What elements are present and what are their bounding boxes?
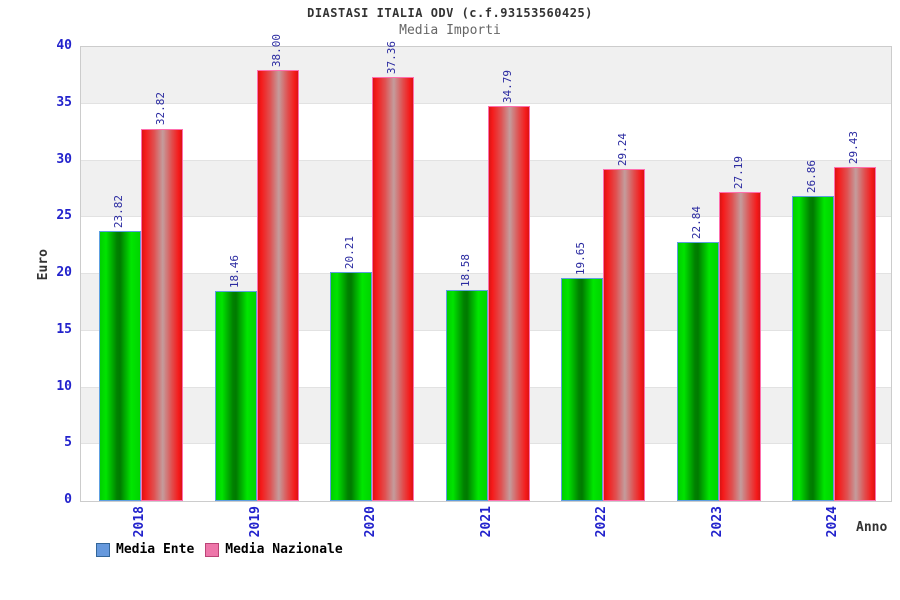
grid-band (81, 160, 891, 218)
bar-value-label: 26.86 (805, 160, 818, 194)
bar-media-ente (561, 277, 603, 501)
bar-media-nazionale (372, 76, 414, 501)
grid-band (81, 217, 891, 274)
legend: Media Ente Media Nazionale (96, 541, 354, 558)
bar-media-ente (214, 291, 257, 501)
y-tick-label: 35 (56, 94, 72, 110)
legend-label: Media Ente (116, 542, 195, 557)
bar-media-nazionale (718, 192, 761, 501)
gridline (81, 159, 891, 161)
bar-media-nazionale (834, 166, 876, 501)
x-tick-label: 2024 (825, 506, 840, 538)
gridline (81, 102, 891, 104)
bar-value-label: 23.82 (112, 194, 125, 228)
gridline (81, 216, 891, 218)
bar-value-label: 18.46 (227, 255, 241, 289)
bar-media-ente (99, 230, 141, 501)
y-tick-label: 10 (56, 378, 72, 394)
bar-media-ente (445, 290, 488, 501)
grid-band (81, 103, 891, 161)
bar-media-nazionale (487, 106, 530, 501)
bar-value-label: 19.65 (574, 241, 587, 275)
legend-item: Media Nazionale (205, 541, 343, 558)
x-tick-label: 2020 (363, 506, 378, 538)
bar-value-label: 20.21 (343, 235, 356, 269)
y-tick-label: 40 (56, 38, 72, 53)
bar-value-label: 37.36 (385, 40, 398, 74)
bar-value-label: 29.43 (847, 130, 860, 164)
chart-title: DIASTASI ITALIA ODV (c.f.93153560425) (307, 6, 593, 20)
bar-value-label: 29.24 (616, 133, 629, 167)
legend-item: Media Ente (96, 541, 194, 558)
y-tick-label: 5 (64, 435, 72, 451)
bar-value-label: 22.84 (689, 205, 703, 239)
bar-media-nazionale (141, 128, 183, 501)
x-tick-label: 2018 (132, 506, 147, 538)
x-tick-label: 2019 (247, 506, 263, 538)
grid-band (81, 47, 891, 104)
bar-media-ente (330, 271, 372, 501)
y-tick-label: 30 (56, 151, 72, 167)
y-tick-label: 20 (56, 265, 72, 280)
bar-media-nazionale (603, 169, 645, 501)
bar-media-ente (676, 241, 719, 501)
legend-swatch (96, 542, 110, 557)
bar-value-label: 18.58 (458, 254, 472, 288)
x-axis-title: Anno (856, 520, 888, 535)
bar-value-label: 34.79 (500, 70, 514, 104)
legend-label: Media Nazionale (225, 542, 343, 557)
gridline (81, 273, 891, 274)
bar-value-label: 38.00 (269, 33, 283, 67)
bar-media-ente (792, 196, 834, 501)
bar-value-label: 27.19 (731, 156, 745, 190)
plot-area: 23.82 32.82 18.46 38.00 20.21 37.36 18.58 34.79… (80, 34, 892, 502)
bar-value-label: 32.82 (154, 92, 167, 126)
x-tick-label: 2022 (594, 506, 609, 538)
y-tick-label: 15 (56, 321, 72, 337)
y-tick-label: 0 (64, 492, 72, 507)
x-tick-label: 2023 (709, 506, 725, 538)
legend-swatch (205, 542, 220, 557)
x-tick-label: 2021 (478, 506, 494, 538)
bar-media-nazionale (256, 69, 299, 501)
y-tick-label: 25 (56, 208, 72, 224)
chart-subtitle: Media Importi (399, 23, 501, 38)
